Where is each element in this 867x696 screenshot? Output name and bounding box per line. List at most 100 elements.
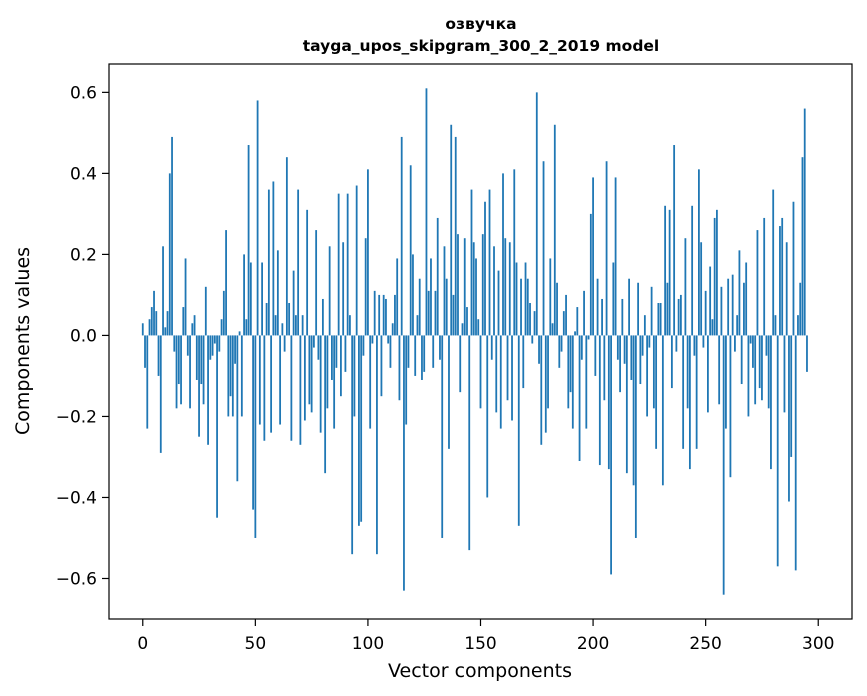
bar-115 bbox=[400, 136, 403, 336]
bar-74 bbox=[308, 335, 311, 405]
bar-177 bbox=[540, 335, 543, 445]
bar-259 bbox=[725, 335, 727, 429]
y-tick-label: −0.2 bbox=[56, 407, 97, 427]
x-tick-label: 50 bbox=[245, 634, 267, 654]
bar-58 bbox=[272, 181, 275, 336]
bar-223 bbox=[643, 315, 646, 336]
bar-94 bbox=[353, 335, 356, 417]
bar-6 bbox=[155, 311, 158, 336]
bar-85 bbox=[333, 335, 336, 429]
bar-291 bbox=[797, 315, 799, 336]
bar-26 bbox=[200, 335, 203, 385]
bar-266 bbox=[740, 335, 743, 385]
bar-77 bbox=[315, 230, 318, 336]
bar-270 bbox=[749, 335, 752, 344]
bar-5 bbox=[153, 290, 155, 336]
bar-251 bbox=[707, 335, 709, 413]
bar-50 bbox=[254, 335, 257, 538]
bar-137 bbox=[450, 124, 453, 336]
bar-162 bbox=[506, 335, 509, 401]
bar-75 bbox=[310, 335, 313, 413]
bar-231 bbox=[661, 335, 664, 486]
bar-116 bbox=[403, 335, 405, 591]
bar-92 bbox=[349, 315, 351, 336]
x-tick-label: 300 bbox=[802, 634, 834, 654]
bar-183 bbox=[553, 124, 556, 336]
bar-153 bbox=[486, 335, 489, 498]
bar-258 bbox=[722, 335, 725, 595]
bar-290 bbox=[794, 335, 797, 571]
bar-166 bbox=[515, 262, 518, 336]
bar-62 bbox=[281, 323, 284, 336]
bar-293 bbox=[801, 157, 804, 336]
bar-243 bbox=[688, 335, 691, 470]
bar-112 bbox=[394, 294, 396, 336]
x-tick-label: 0 bbox=[137, 634, 148, 654]
bar-191 bbox=[571, 335, 574, 429]
bar-271 bbox=[752, 335, 754, 368]
x-tick-label: 150 bbox=[464, 634, 496, 654]
bar-66 bbox=[290, 335, 293, 441]
bar-252 bbox=[709, 266, 712, 336]
bar-101 bbox=[369, 335, 372, 429]
bar-273 bbox=[756, 230, 759, 336]
bar-150 bbox=[479, 335, 482, 409]
bar-36 bbox=[222, 290, 225, 336]
bar-167 bbox=[517, 335, 520, 526]
bar-135 bbox=[445, 278, 448, 336]
bar-134 bbox=[443, 246, 446, 336]
bar-286 bbox=[785, 242, 788, 336]
bar-198 bbox=[587, 335, 590, 340]
bar-109 bbox=[387, 335, 390, 344]
bar-292 bbox=[799, 282, 802, 336]
bar-245 bbox=[693, 335, 696, 356]
y-tick-label: 0.6 bbox=[70, 83, 97, 103]
y-axis-ticks: −0.6 −0.4 −0.2 0.0 0.2 0.4 0.6 bbox=[56, 83, 109, 589]
bar-157 bbox=[495, 335, 498, 413]
bar-185 bbox=[558, 335, 561, 368]
bar-190 bbox=[569, 335, 572, 393]
bar-64 bbox=[285, 157, 288, 336]
bar-160 bbox=[502, 173, 504, 336]
bar-129 bbox=[432, 335, 435, 368]
bar-172 bbox=[529, 303, 531, 336]
bar-113 bbox=[396, 258, 399, 336]
bar-216 bbox=[628, 278, 630, 336]
bar-29 bbox=[207, 335, 209, 445]
bar-214 bbox=[623, 335, 626, 364]
bar-268 bbox=[745, 262, 748, 336]
bar-238 bbox=[677, 298, 680, 336]
bar-217 bbox=[630, 335, 633, 380]
bar-193 bbox=[576, 307, 579, 336]
bar-165 bbox=[513, 169, 516, 336]
bar-83 bbox=[328, 246, 331, 336]
bar-230 bbox=[659, 303, 662, 336]
bar-39 bbox=[229, 335, 232, 397]
x-axis-ticks: 0 50 100 150 200 250 300 bbox=[137, 619, 834, 654]
bar-102 bbox=[371, 335, 374, 344]
bar-171 bbox=[526, 278, 529, 336]
bar-27 bbox=[202, 335, 205, 405]
bar-79 bbox=[319, 335, 322, 433]
bar-176 bbox=[538, 335, 540, 364]
bar-82 bbox=[326, 335, 329, 409]
bar-30 bbox=[209, 335, 212, 360]
y-axis-label: Components values bbox=[12, 247, 34, 435]
bar-128 bbox=[430, 258, 432, 336]
bar-211 bbox=[616, 335, 619, 360]
bar-131 bbox=[436, 217, 439, 336]
bar-256 bbox=[718, 335, 721, 405]
bar-254 bbox=[713, 217, 716, 336]
bar-42 bbox=[236, 335, 239, 482]
bar-149 bbox=[477, 319, 480, 336]
bar-169 bbox=[522, 335, 525, 389]
bar-180 bbox=[547, 335, 549, 409]
bar-244 bbox=[691, 205, 694, 336]
bar-67 bbox=[292, 270, 295, 336]
bar-48 bbox=[249, 262, 252, 336]
bar-55 bbox=[265, 303, 268, 336]
bar-106 bbox=[380, 335, 383, 397]
bar-103 bbox=[373, 290, 376, 336]
plot-area-frame bbox=[108, 63, 853, 620]
bar-125 bbox=[423, 335, 426, 372]
